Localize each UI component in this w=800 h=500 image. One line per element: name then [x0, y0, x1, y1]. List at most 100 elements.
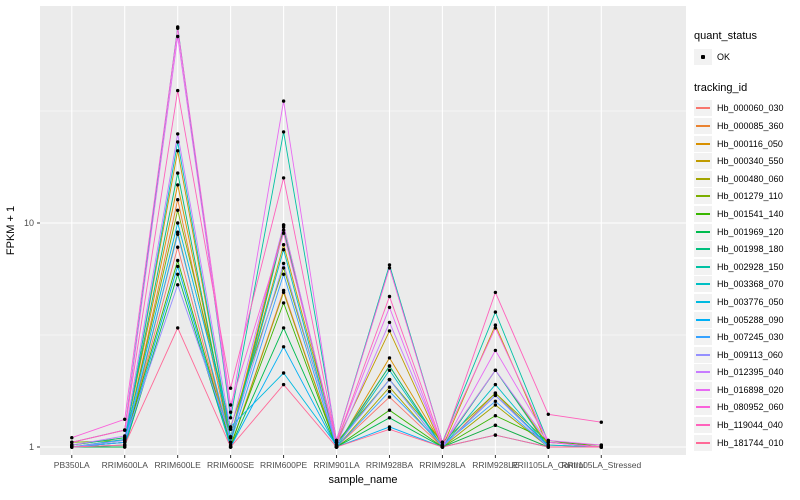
data-point[interactable] — [281, 176, 286, 180]
data-point[interactable] — [176, 26, 180, 30]
data-point[interactable] — [70, 445, 74, 449]
data-point[interactable] — [493, 393, 498, 398]
legend-item-Hb_012395_040[interactable]: Hb_012395_040 — [694, 364, 798, 382]
data-point[interactable] — [387, 263, 392, 267]
legend-item-Hb_000480_060[interactable]: Hb_000480_060 — [694, 170, 798, 188]
data-point[interactable] — [281, 223, 286, 227]
legend-item-Hb_001998_180[interactable]: Hb_001998_180 — [694, 240, 798, 258]
data-point[interactable] — [281, 301, 286, 305]
data-point[interactable] — [70, 436, 74, 440]
data-point[interactable] — [176, 221, 180, 225]
data-point[interactable] — [123, 438, 127, 443]
data-point[interactable] — [281, 231, 286, 235]
data-point[interactable] — [281, 345, 286, 349]
data-point[interactable] — [228, 416, 233, 420]
data-point[interactable] — [281, 272, 286, 276]
data-point[interactable] — [176, 183, 180, 187]
data-point[interactable] — [281, 290, 286, 295]
data-point[interactable] — [493, 323, 498, 327]
data-point[interactable] — [493, 348, 498, 353]
legend-item-Hb_002928_150[interactable]: Hb_002928_150 — [694, 258, 798, 276]
data-point[interactable] — [599, 420, 603, 424]
data-point[interactable] — [281, 99, 286, 103]
data-point[interactable] — [228, 425, 233, 429]
data-point[interactable] — [228, 436, 233, 440]
data-point[interactable] — [176, 264, 180, 269]
legend-item-ok[interactable]: OK — [694, 48, 798, 66]
legend-item-Hb_005288_090[interactable]: Hb_005288_090 — [694, 311, 798, 329]
data-point[interactable] — [281, 266, 286, 270]
data-point[interactable] — [387, 266, 392, 270]
data-point[interactable] — [387, 377, 392, 382]
legend-item-Hb_080952_060[interactable]: Hb_080952_060 — [694, 399, 798, 417]
data-point[interactable] — [281, 261, 286, 266]
data-point[interactable] — [493, 290, 498, 295]
data-point[interactable] — [228, 403, 233, 407]
data-point[interactable] — [176, 208, 180, 212]
legend-item-Hb_003776_050[interactable]: Hb_003776_050 — [694, 293, 798, 311]
data-point[interactable] — [493, 326, 498, 330]
data-point[interactable] — [387, 408, 392, 412]
data-point[interactable] — [228, 440, 233, 444]
data-point[interactable] — [281, 371, 286, 375]
data-point[interactable] — [387, 368, 392, 372]
data-point[interactable] — [599, 445, 603, 449]
data-point[interactable] — [440, 445, 445, 449]
data-point[interactable] — [493, 310, 498, 314]
data-point[interactable] — [70, 440, 74, 444]
data-point[interactable] — [176, 88, 180, 93]
data-point[interactable] — [440, 440, 445, 444]
legend-item-Hb_119044_040[interactable]: Hb_119044_040 — [694, 416, 798, 434]
data-point[interactable] — [387, 364, 392, 368]
data-point[interactable] — [281, 130, 286, 134]
data-point[interactable] — [176, 171, 180, 175]
data-point[interactable] — [176, 258, 180, 263]
data-point[interactable] — [387, 425, 392, 429]
data-point[interactable] — [387, 385, 392, 389]
legend-item-Hb_003368_070[interactable]: Hb_003368_070 — [694, 276, 798, 294]
data-point[interactable] — [123, 428, 127, 432]
legend-item-Hb_181744_010[interactable]: Hb_181744_010 — [694, 434, 798, 452]
legend-item-Hb_001279_110[interactable]: Hb_001279_110 — [694, 188, 798, 206]
data-point[interactable] — [228, 386, 233, 390]
data-point[interactable] — [281, 228, 286, 232]
legend-item-Hb_016898_020[interactable]: Hb_016898_020 — [694, 381, 798, 399]
data-point[interactable] — [493, 399, 498, 403]
data-point[interactable] — [176, 245, 180, 249]
data-point[interactable] — [123, 417, 127, 421]
data-point[interactable] — [176, 232, 180, 236]
data-point[interactable] — [281, 248, 286, 252]
data-point[interactable] — [387, 320, 392, 325]
data-point[interactable] — [123, 443, 127, 447]
data-point[interactable] — [387, 389, 392, 394]
data-point[interactable] — [546, 440, 550, 444]
data-point[interactable] — [176, 198, 180, 202]
data-point[interactable] — [387, 294, 392, 299]
legend-item-Hb_001969_120[interactable]: Hb_001969_120 — [694, 223, 798, 241]
data-point[interactable] — [493, 414, 498, 418]
data-point[interactable] — [387, 305, 392, 310]
data-point[interactable] — [546, 412, 550, 416]
legend-item-Hb_000340_550[interactable]: Hb_000340_550 — [694, 152, 798, 170]
data-point[interactable] — [228, 410, 233, 414]
data-point[interactable] — [493, 368, 498, 372]
data-point[interactable] — [176, 132, 180, 136]
data-point[interactable] — [176, 34, 180, 39]
data-point[interactable] — [176, 272, 180, 276]
data-point[interactable] — [387, 356, 392, 360]
data-point[interactable] — [281, 382, 286, 387]
data-point[interactable] — [281, 326, 286, 330]
data-point[interactable] — [334, 440, 339, 444]
legend-item-Hb_007245_030[interactable]: Hb_007245_030 — [694, 328, 798, 346]
data-point[interactable] — [387, 329, 392, 333]
data-point[interactable] — [493, 433, 498, 437]
data-point[interactable] — [546, 445, 550, 449]
data-point[interactable] — [176, 326, 180, 330]
data-point[interactable] — [176, 283, 180, 287]
data-point[interactable] — [387, 416, 392, 420]
data-point[interactable] — [228, 427, 233, 431]
legend-item-Hb_000116_050[interactable]: Hb_000116_050 — [694, 135, 798, 153]
data-point[interactable] — [493, 382, 498, 387]
data-point[interactable] — [493, 403, 498, 407]
legend-item-Hb_000060_030[interactable]: Hb_000060_030 — [694, 100, 798, 118]
